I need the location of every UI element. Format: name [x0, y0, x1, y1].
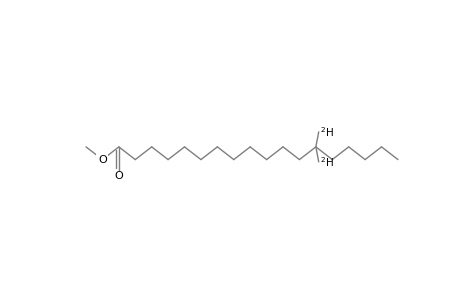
Text: O: O — [98, 154, 106, 165]
Text: $^{2}$H: $^{2}$H — [319, 155, 333, 169]
Text: O: O — [114, 171, 123, 181]
Text: $^{2}$H: $^{2}$H — [319, 125, 333, 139]
